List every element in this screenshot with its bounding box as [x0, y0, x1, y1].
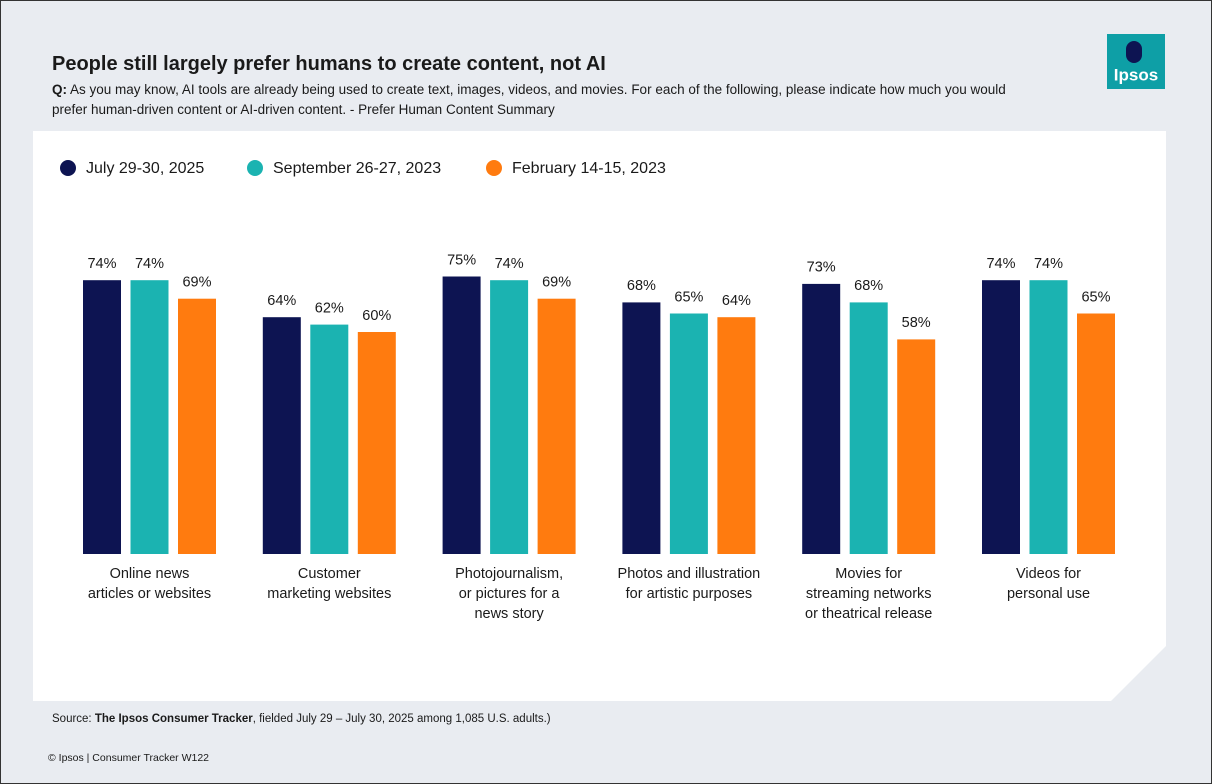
- bar: [897, 339, 936, 554]
- copyright: © Ipsos | Consumer Tracker W122: [48, 752, 210, 764]
- category-label: Videos for personal use: [1006, 566, 1091, 602]
- bar: [1077, 313, 1115, 554]
- category-label: Online news articles or websites: [87, 566, 212, 602]
- question-text: As you may know, AI tools are already be…: [52, 82, 1006, 117]
- category-label: Photos and illustration for artistic pur…: [617, 566, 761, 602]
- logo-text: Ipsos: [1114, 65, 1158, 84]
- value-label: 60%: [362, 308, 391, 324]
- bar: [442, 276, 481, 554]
- legend-marker: [486, 160, 502, 176]
- bar: [357, 332, 396, 554]
- bar: [802, 283, 841, 554]
- category-label: Customer marketing websites: [267, 566, 392, 602]
- value-label: 74%: [986, 256, 1015, 272]
- bar: [849, 302, 888, 554]
- source-label: Source:: [52, 713, 92, 725]
- bar: [310, 324, 349, 554]
- bar: [1029, 280, 1068, 554]
- value-label: 69%: [542, 275, 571, 291]
- bar: [622, 302, 661, 554]
- source-rest: , fielded July 29 – July 30, 2025 among …: [252, 713, 551, 725]
- legend-marker: [247, 160, 263, 176]
- value-label: 68%: [627, 278, 656, 294]
- bar: [178, 298, 216, 554]
- bar: [537, 298, 576, 554]
- bar: [669, 313, 708, 554]
- value-label: 64%: [267, 293, 296, 309]
- source-name: The Ipsos Consumer Tracker: [94, 713, 253, 725]
- bar: [717, 317, 756, 554]
- source: Source: The Ipsos Consumer Tracker, fiel…: [52, 713, 551, 725]
- value-label: 68%: [854, 278, 883, 294]
- question-label: Q:: [52, 82, 67, 97]
- value-label: 74%: [495, 256, 524, 272]
- value-label: 74%: [135, 256, 164, 272]
- value-label: 62%: [315, 300, 344, 316]
- bar: [83, 280, 121, 554]
- legend-label: September 26-27, 2023: [273, 160, 441, 177]
- bar: [982, 280, 1020, 554]
- legend-label: February 14-15, 2023: [512, 160, 666, 177]
- bar: [262, 317, 301, 554]
- value-label: 74%: [87, 256, 116, 272]
- question: Q: As you may know, AI tools are already…: [52, 80, 1042, 120]
- title: People still largely prefer humans to cr…: [52, 53, 606, 75]
- legend-marker: [60, 160, 76, 176]
- legend-label: July 29-30, 2025: [86, 160, 204, 177]
- bar: [490, 280, 529, 554]
- bar: [130, 280, 169, 554]
- value-label: 73%: [807, 260, 836, 276]
- logo-icon: [1126, 41, 1142, 63]
- value-label: 65%: [1081, 289, 1110, 305]
- category-label: Photojournalism, or pictures for a news …: [455, 566, 564, 622]
- card: [33, 131, 1166, 701]
- value-label: 74%: [1034, 256, 1063, 272]
- value-label: 58%: [902, 315, 931, 331]
- value-label: 75%: [447, 252, 476, 268]
- value-label: 69%: [182, 275, 211, 291]
- value-label: 64%: [722, 293, 751, 309]
- category-label: Movies for streaming networks or theatri…: [805, 566, 933, 622]
- value-label: 65%: [674, 289, 703, 305]
